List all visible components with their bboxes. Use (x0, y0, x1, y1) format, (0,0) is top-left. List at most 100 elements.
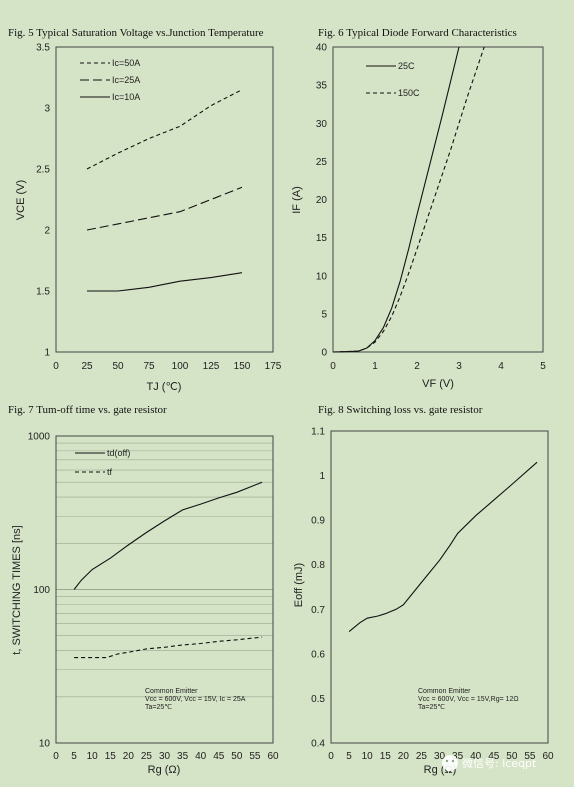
y-tick-label: 0.4 (311, 739, 325, 750)
x-tick-label: 45 (488, 751, 500, 762)
x-tick-label: 55 (524, 751, 536, 762)
y-tick-label: 1.1 (311, 427, 325, 438)
x-axis-label: TJ (℃) (147, 381, 182, 393)
y-tick-label: 1000 (28, 432, 51, 443)
y-tick-label: 25 (316, 157, 328, 168)
x-tick-label: 10 (362, 751, 374, 762)
legend-label: tf (107, 467, 113, 477)
y-tick-label: 1 (44, 348, 50, 359)
y-tick-label: 0 (321, 348, 327, 359)
x-tick-label: 4 (498, 361, 504, 372)
wechat-icon-dot (445, 759, 449, 763)
series-line (73, 481, 263, 590)
x-tick-label: 0 (328, 751, 334, 762)
legend-label: Ic=10A (112, 92, 140, 102)
x-axis-label: VF (V) (422, 378, 454, 390)
watermark-text: 微信号: lceqpt (462, 756, 537, 770)
annotation-line: Vcc = 600V, Vcc = 15V, Ic = 25A (145, 696, 246, 703)
y-axis-label: VCE (V) (15, 180, 27, 220)
y-tick-label: 35 (316, 81, 328, 92)
x-tick-label: 40 (195, 751, 207, 762)
y-tick-label: 1 (319, 471, 325, 482)
y-tick-label: 3 (44, 104, 50, 115)
y-tick-label: 15 (316, 233, 328, 244)
x-tick-label: 0 (330, 361, 336, 372)
y-tick-label: 3.5 (36, 43, 50, 54)
x-tick-label: 30 (434, 751, 446, 762)
chart-title: Fig. 5 Typical Saturation Voltage vs.Jun… (8, 27, 264, 39)
plot-frame (332, 46, 544, 353)
chart-panel-6: Fig. 6 Typical Diode Forward Characteris… (291, 27, 546, 390)
annotation-line: Vcc = 600V, Vcc = 15V,Rg= 12Ω (418, 696, 519, 703)
annotation-line: Common Emitter (145, 688, 198, 695)
x-axis-label: Rg (Ω) (148, 764, 181, 776)
watermark: 微信号: lceqpt (442, 755, 537, 771)
annotation-line: Common Emitter (418, 688, 471, 695)
x-tick-label: 175 (265, 361, 282, 372)
y-tick-label: 10 (316, 271, 328, 282)
x-tick-label: 60 (267, 751, 279, 762)
legend-label: 150C (398, 88, 420, 98)
y-tick-label: 0.5 (311, 694, 325, 705)
series-line (74, 636, 263, 659)
chart-title: Fig. 6 Typical Diode Forward Characteris… (318, 27, 517, 39)
x-tick-label: 40 (470, 751, 482, 762)
y-axis-label: Eoff (mJ) (293, 563, 305, 607)
y-axis-label: IF (A) (291, 186, 303, 214)
x-tick-label: 25 (81, 361, 93, 372)
y-axis-label: t, SWITCHING TIMES [ns] (11, 525, 23, 654)
y-tick-label: 0.9 (311, 516, 325, 527)
x-tick-label: 20 (123, 751, 135, 762)
wechat-icon (442, 755, 458, 771)
chart-panel-5: Fig. 5 Typical Saturation Voltage vs.Jun… (8, 27, 282, 393)
annotation-line: Ta=25℃ (145, 704, 172, 711)
x-tick-label: 50 (112, 361, 124, 372)
legend-label: Ic=50A (112, 58, 140, 68)
legend-label: td(off) (107, 448, 130, 458)
x-tick-label: 55 (249, 751, 261, 762)
series-line (332, 46, 460, 353)
x-tick-label: 50 (506, 751, 518, 762)
chart-title: Fig. 7 Tum-off time vs. gate resistor (8, 404, 167, 416)
x-tick-label: 50 (231, 751, 243, 762)
x-tick-label: 10 (87, 751, 99, 762)
series-line (86, 89, 243, 170)
wechat-icon-dot (451, 759, 455, 763)
series-line (86, 186, 243, 231)
x-tick-label: 20 (398, 751, 410, 762)
x-tick-label: 3 (456, 361, 462, 372)
x-tick-label: 5 (540, 361, 546, 372)
legend-label: Ic=25A (112, 75, 140, 85)
x-tick-label: 2 (414, 361, 420, 372)
legend-label: 25C (398, 61, 415, 71)
y-tick-label: 0.6 (311, 649, 325, 660)
x-tick-label: 45 (213, 751, 225, 762)
y-tick-label: 30 (316, 119, 328, 130)
x-tick-label: 5 (71, 751, 77, 762)
x-tick-label: 5 (346, 751, 352, 762)
x-tick-label: 25 (416, 751, 428, 762)
y-tick-label: 2 (44, 226, 50, 237)
x-tick-label: 0 (53, 751, 59, 762)
x-tick-label: 15 (380, 751, 392, 762)
x-tick-label: 60 (542, 751, 554, 762)
series-line (348, 461, 538, 633)
x-tick-label: 125 (203, 361, 220, 372)
chart-panel-8: Fig. 8 Switching loss vs. gate resistor 0… (293, 404, 554, 776)
y-tick-label: 10 (39, 739, 51, 750)
x-tick-label: 75 (143, 361, 155, 372)
y-tick-label: 2.5 (36, 165, 50, 176)
x-tick-label: 30 (159, 751, 171, 762)
y-tick-label: 5 (321, 309, 327, 320)
x-tick-label: 15 (105, 751, 117, 762)
x-tick-label: 150 (234, 361, 251, 372)
chart-title: Fig. 8 Switching loss vs. gate resistor (318, 404, 483, 416)
plot-frame (330, 430, 549, 744)
x-tick-label: 1 (372, 361, 378, 372)
y-tick-label: 20 (316, 195, 328, 206)
x-tick-label: 25 (141, 751, 153, 762)
annotation-line: Ta=25℃ (418, 704, 445, 711)
y-tick-label: 0.7 (311, 605, 325, 616)
y-tick-label: 100 (33, 585, 50, 596)
